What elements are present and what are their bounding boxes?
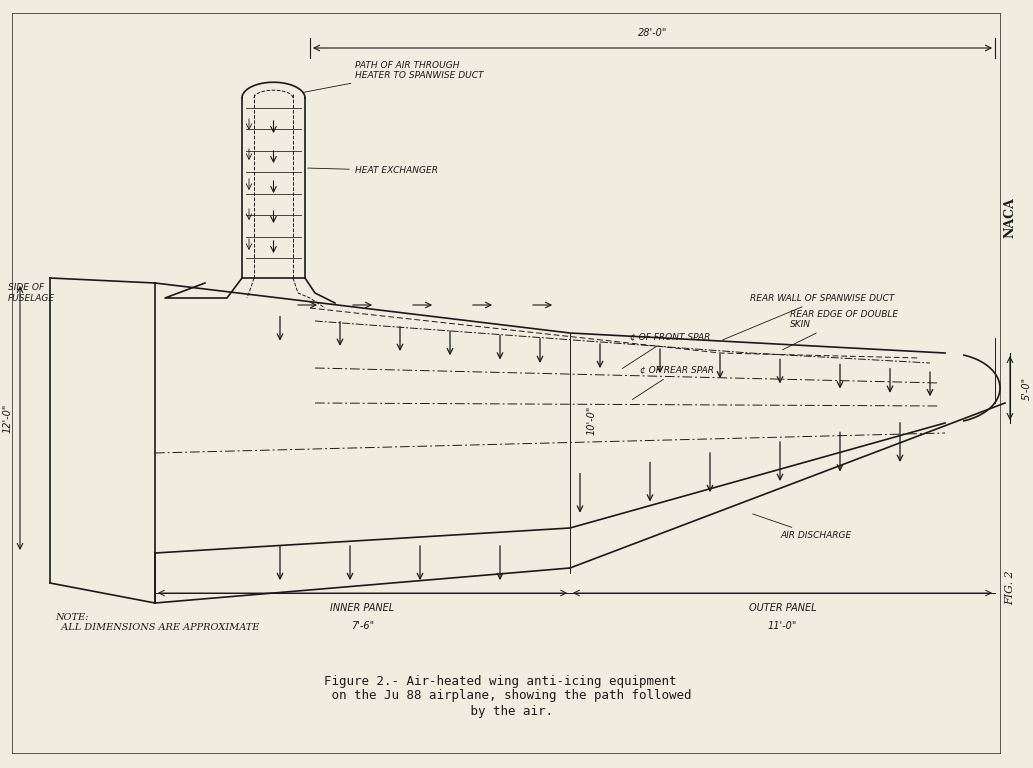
Text: 28'-0": 28'-0" — [637, 28, 667, 38]
Text: INNER PANEL: INNER PANEL — [331, 603, 395, 613]
Text: OUTER PANEL: OUTER PANEL — [749, 603, 816, 613]
Text: 5'-0": 5'-0" — [1022, 376, 1032, 399]
Text: NOTE:
  ALL DIMENSIONS ARE APPROXIMATE: NOTE: ALL DIMENSIONS ARE APPROXIMATE — [55, 613, 259, 632]
Text: ¢ OF REAR SPAR: ¢ OF REAR SPAR — [632, 366, 714, 399]
Text: NACA: NACA — [1003, 197, 1016, 238]
Text: AIR DISCHARGE: AIR DISCHARGE — [753, 514, 851, 540]
Text: 7'-6": 7'-6" — [351, 621, 374, 631]
Text: Figure 2.- Air-heated wing anti-icing equipment
   on the Ju 88 airplane, showin: Figure 2.- Air-heated wing anti-icing eq… — [309, 674, 691, 717]
Text: HEAT EXCHANGER: HEAT EXCHANGER — [308, 166, 438, 175]
Text: ¢ OF FRONT SPAR: ¢ OF FRONT SPAR — [622, 333, 711, 369]
Text: 10'-0": 10'-0" — [587, 406, 597, 435]
Text: REAR WALL OF SPANWISE DUCT: REAR WALL OF SPANWISE DUCT — [722, 294, 895, 340]
Text: FIG. 2: FIG. 2 — [1005, 571, 1015, 605]
Text: PATH OF AIR THROUGH
HEATER TO SPANWISE DUCT: PATH OF AIR THROUGH HEATER TO SPANWISE D… — [303, 61, 483, 92]
Text: 11'-0": 11'-0" — [768, 621, 797, 631]
Text: 12'-0": 12'-0" — [3, 403, 13, 432]
Text: SIDE OF
FUSELAGE: SIDE OF FUSELAGE — [8, 283, 55, 303]
Text: REAR EDGE OF DOUBLE
SKIN: REAR EDGE OF DOUBLE SKIN — [782, 310, 898, 349]
